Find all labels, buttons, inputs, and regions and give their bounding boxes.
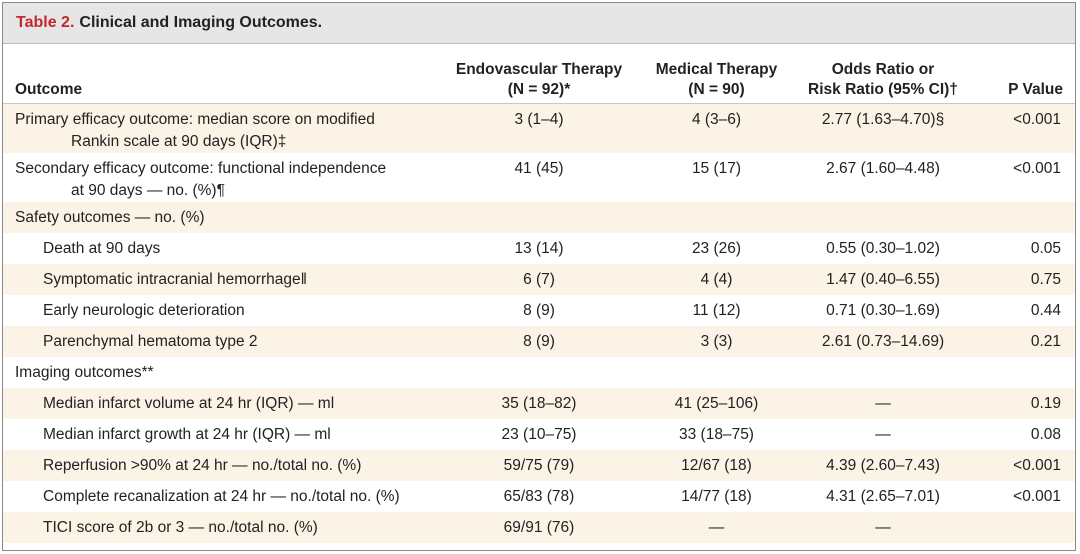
- section-row-safety: Safety outcomes — no. (%): [3, 202, 1075, 233]
- ratio-cell: —: [788, 388, 978, 419]
- p-value-cell: <0.001: [978, 450, 1075, 481]
- ratio-cell: 2.77 (1.63–4.70)§: [788, 103, 978, 153]
- ratio-cell: 4.31 (2.65–7.01): [826, 488, 940, 505]
- medical-cell: 41 (25–106): [645, 388, 788, 419]
- medical-cell: 15 (17): [691, 160, 742, 177]
- ratio-cell: 2.67 (1.60–4.48): [826, 160, 940, 177]
- outcome-cell: Median infarct volume at 24 hr (IQR) — m…: [3, 388, 433, 419]
- medical-cell: —: [645, 512, 788, 543]
- endovascular-cell: 8 (9): [523, 302, 555, 319]
- p-value-cell: <0.001: [1013, 160, 1061, 177]
- outcome-cell: Symptomatic intracranial hemorrhage‖: [3, 264, 433, 295]
- table-row: Median infarct growth at 24 hr (IQR) — m…: [3, 419, 1075, 450]
- outcome-cell: Parenchymal hematoma type 2: [3, 326, 433, 357]
- medical-cell: 3 (3): [645, 326, 788, 357]
- endovascular-cell: 41 (45): [514, 160, 564, 177]
- medical-cell: 12/67 (18): [645, 450, 788, 481]
- medical-cell: 23 (26): [691, 240, 742, 257]
- p-value-cell: 0.44: [1030, 302, 1061, 319]
- ratio-cell: —: [875, 426, 891, 443]
- outcome-cell: Complete recanalization at 24 hr — no./t…: [43, 488, 400, 505]
- table-number: Table 2.: [16, 14, 75, 31]
- table-row: Median infarct volume at 24 hr (IQR) — m…: [3, 388, 1075, 419]
- header-outcome: Outcome: [3, 44, 433, 104]
- outcome-cell: TICI score of 2b or 3 — no./total no. (%…: [3, 512, 433, 543]
- endovascular-cell: 59/75 (79): [433, 450, 645, 481]
- table-row: Primary efficacy outcome: median score o…: [3, 103, 1075, 153]
- endovascular-cell: 35 (18–82): [433, 388, 645, 419]
- outcome-cell: Early neurologic deterioration: [43, 302, 245, 319]
- medical-cell: 4 (3–6): [645, 103, 788, 153]
- ratio-cell: 0.55 (0.30–1.02): [826, 240, 940, 257]
- outcomes-table: Outcome Endovascular Therapy (N = 92)* Me…: [3, 44, 1075, 543]
- endovascular-cell: 65/83 (78): [503, 488, 575, 505]
- outcome-cell: Median infarct growth at 24 hr (IQR) — m…: [43, 426, 331, 443]
- p-value-cell: [978, 357, 1075, 388]
- table-row: TICI score of 2b or 3 — no./total no. (%…: [3, 512, 1075, 543]
- endovascular-cell: [433, 202, 645, 233]
- header-p-value: P Value: [978, 44, 1075, 104]
- p-value-cell: 0.21: [978, 326, 1075, 357]
- medical-cell: 11 (12): [692, 302, 741, 319]
- endovascular-cell: 8 (9): [433, 326, 645, 357]
- table-row: Secondary efficacy outcome: functional i…: [3, 153, 1075, 202]
- header-row: Outcome Endovascular Therapy (N = 92)* Me…: [3, 44, 1075, 104]
- p-value-cell: 0.75: [978, 264, 1075, 295]
- header-endovascular: Endovascular Therapy (N = 92)*: [433, 44, 645, 104]
- endovascular-cell: 13 (14): [514, 240, 564, 257]
- p-value-cell: <0.001: [1013, 488, 1061, 505]
- outcome-cell: Primary efficacy outcome: median score o…: [3, 103, 433, 153]
- p-value-cell: <0.001: [978, 103, 1075, 153]
- p-value-cell: [978, 202, 1075, 233]
- table-row: Death at 90 days 13 (14) 23 (26) 0.55 (0…: [3, 233, 1075, 264]
- medical-cell: 33 (18–75): [679, 426, 754, 443]
- table-title-bar: Table 2. Clinical and Imaging Outcomes.: [3, 3, 1075, 44]
- endovascular-cell: 23 (10–75): [501, 426, 577, 443]
- section-heading: Safety outcomes — no. (%): [3, 202, 433, 233]
- endovascular-cell: 6 (7): [433, 264, 645, 295]
- header-ratio: Odds Ratio or Risk Ratio (95% CI)†: [788, 44, 978, 104]
- table-title: Clinical and Imaging Outcomes.: [79, 14, 323, 31]
- ratio-cell: 2.61 (0.73–14.69): [788, 326, 978, 357]
- outcome-cell: Death at 90 days: [43, 240, 161, 257]
- section-row-imaging: Imaging outcomes**: [3, 357, 1075, 388]
- ratio-cell: [788, 357, 978, 388]
- p-value-cell: [978, 512, 1075, 543]
- header-medical: Medical Therapy (N = 90): [645, 44, 788, 104]
- table-row: Complete recanalization at 24 hr — no./t…: [3, 481, 1075, 512]
- ratio-cell: [788, 202, 978, 233]
- ratio-cell: 1.47 (0.40–6.55): [788, 264, 978, 295]
- ratio-cell: 0.71 (0.30–1.69): [826, 302, 940, 319]
- ratio-cell: 4.39 (2.60–7.43): [788, 450, 978, 481]
- medical-cell: [645, 357, 788, 388]
- p-value-cell: 0.08: [1030, 426, 1061, 443]
- ratio-cell: —: [788, 512, 978, 543]
- table-row: Early neurologic deterioration 8 (9) 11 …: [3, 295, 1075, 326]
- endovascular-cell: 69/91 (76): [433, 512, 645, 543]
- medical-cell: 4 (4): [645, 264, 788, 295]
- table-row: Reperfusion >90% at 24 hr — no./total no…: [3, 450, 1075, 481]
- table-row: Parenchymal hematoma type 2 8 (9) 3 (3) …: [3, 326, 1075, 357]
- endovascular-cell: 3 (1–4): [433, 103, 645, 153]
- medical-cell: 14/77 (18): [681, 488, 752, 505]
- p-value-cell: 0.05: [1030, 240, 1061, 257]
- medical-cell: [645, 202, 788, 233]
- outcome-cell: Secondary efficacy outcome: functional i…: [15, 160, 387, 199]
- table-row: Symptomatic intracranial hemorrhage‖ 6 (…: [3, 264, 1075, 295]
- endovascular-cell: [433, 357, 645, 388]
- section-heading: Imaging outcomes**: [15, 364, 154, 381]
- outcome-cell: Reperfusion >90% at 24 hr — no./total no…: [3, 450, 433, 481]
- p-value-cell: 0.19: [978, 388, 1075, 419]
